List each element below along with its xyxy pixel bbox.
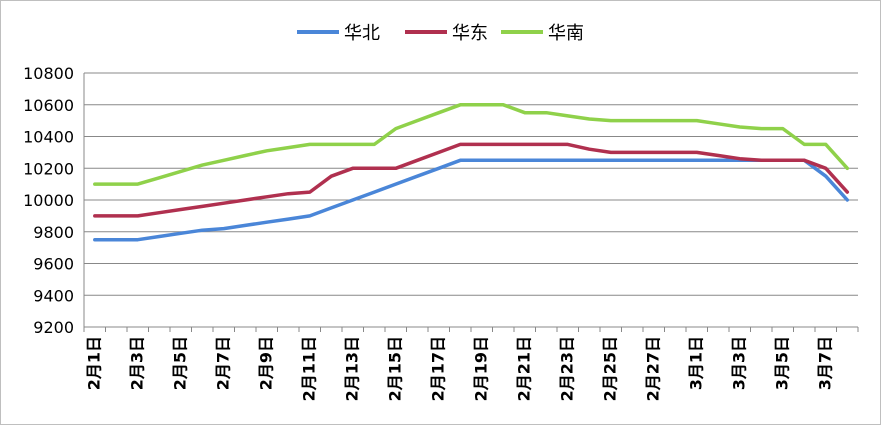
y-tick-label: 9800 — [33, 223, 74, 242]
y-axis-ticks: 9200 9400 9600 9800 10000 10200 10400 10600 1080… — [23, 64, 74, 337]
x-tick-label: 3月7日 — [815, 336, 834, 390]
x-tick-label: 2月25日 — [600, 336, 619, 401]
x-tick-label: 2月27日 — [643, 336, 662, 401]
chart-gridlines — [84, 72, 858, 328]
x-tick-label: 2月3日 — [127, 336, 146, 390]
series-line-1 — [93, 142, 850, 218]
x-tick-label: 2月5日 — [170, 336, 189, 390]
series-line-0 — [93, 158, 850, 242]
legend-label: 华南 — [548, 23, 584, 44]
y-tick-label: 10600 — [23, 96, 74, 115]
x-tick-label: 2月19日 — [471, 336, 490, 401]
series-line-2 — [93, 103, 850, 186]
x-axis-ticks: 2月1日 2月3日 2月5日 2月7日 2月9日 2月11日 2月13日 2月15日 2月17日… — [83, 327, 859, 401]
x-tick-label: 2月23日 — [557, 336, 576, 401]
y-tick-label: 9400 — [33, 286, 74, 305]
x-tick-label: 2月7日 — [213, 336, 232, 390]
series-lines — [93, 103, 850, 242]
x-tick-label: 2月11日 — [299, 336, 318, 401]
x-tick-label: 2月1日 — [84, 336, 103, 390]
y-tick-label: 9600 — [33, 255, 74, 274]
x-tick-label: 2月21日 — [514, 336, 533, 401]
x-tick-label: 3月3日 — [729, 336, 748, 390]
x-tick-label: 2月15日 — [385, 336, 404, 401]
x-tick-label: 2月13日 — [342, 336, 361, 401]
x-tick-label: 3月5日 — [772, 336, 791, 390]
y-tick-label: 10400 — [23, 128, 74, 147]
legend-label: 华北 — [344, 23, 380, 44]
y-tick-label: 9200 — [33, 318, 74, 337]
x-tick-label: 2月9日 — [256, 336, 275, 390]
x-tick-label: 3月1日 — [686, 336, 705, 390]
chart-legend: 华北 华东 华南 — [297, 23, 584, 44]
y-tick-label: 10800 — [23, 64, 74, 83]
y-tick-label: 10000 — [23, 191, 74, 210]
x-tick-label: 2月17日 — [428, 336, 447, 401]
legend-label: 华东 — [452, 23, 488, 44]
y-tick-label: 10200 — [23, 159, 74, 178]
